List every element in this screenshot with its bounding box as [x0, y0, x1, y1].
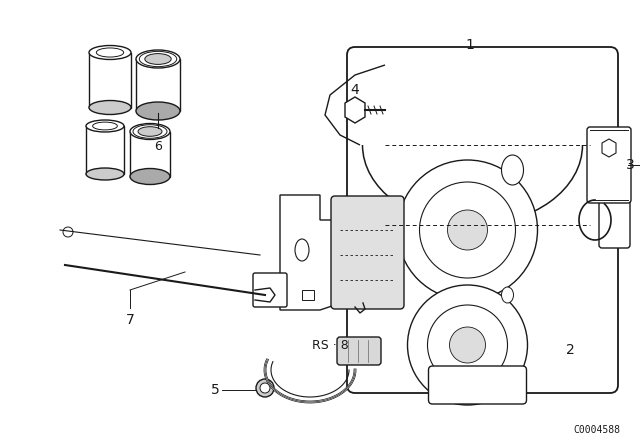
Ellipse shape	[86, 120, 124, 132]
Text: C0004588: C0004588	[573, 425, 620, 435]
FancyBboxPatch shape	[302, 290, 314, 300]
Text: 2: 2	[566, 343, 574, 357]
Circle shape	[256, 379, 274, 397]
FancyBboxPatch shape	[587, 127, 631, 203]
Circle shape	[447, 210, 488, 250]
FancyBboxPatch shape	[347, 47, 618, 393]
Ellipse shape	[130, 168, 170, 185]
Circle shape	[428, 305, 508, 385]
Ellipse shape	[97, 48, 124, 57]
Polygon shape	[130, 132, 170, 177]
Circle shape	[408, 285, 527, 405]
Circle shape	[63, 227, 73, 237]
Ellipse shape	[86, 168, 124, 180]
Ellipse shape	[502, 287, 513, 303]
Polygon shape	[280, 195, 335, 310]
Ellipse shape	[130, 124, 170, 139]
Text: 7: 7	[125, 313, 134, 327]
Text: 1: 1	[465, 38, 474, 52]
Ellipse shape	[136, 50, 180, 68]
Text: 6: 6	[154, 140, 162, 153]
Polygon shape	[602, 139, 616, 157]
Ellipse shape	[89, 100, 131, 115]
FancyBboxPatch shape	[429, 366, 527, 404]
FancyBboxPatch shape	[331, 196, 404, 309]
Ellipse shape	[138, 127, 162, 136]
Polygon shape	[86, 126, 124, 174]
Ellipse shape	[140, 52, 177, 67]
Polygon shape	[345, 97, 365, 123]
Ellipse shape	[89, 46, 131, 60]
Ellipse shape	[145, 54, 172, 65]
Circle shape	[419, 182, 515, 278]
FancyBboxPatch shape	[337, 337, 381, 365]
Polygon shape	[136, 59, 180, 111]
Ellipse shape	[136, 102, 180, 120]
Text: 3: 3	[627, 158, 635, 172]
Circle shape	[397, 160, 538, 300]
Ellipse shape	[502, 155, 524, 185]
Text: 4: 4	[351, 83, 360, 97]
Text: 5: 5	[211, 383, 220, 397]
Circle shape	[449, 327, 486, 363]
Ellipse shape	[295, 239, 309, 261]
FancyBboxPatch shape	[253, 273, 287, 307]
Text: RS · 8: RS · 8	[312, 339, 348, 352]
Ellipse shape	[133, 125, 167, 138]
FancyBboxPatch shape	[599, 182, 630, 248]
Circle shape	[260, 383, 270, 393]
Polygon shape	[89, 52, 131, 108]
Ellipse shape	[93, 122, 117, 130]
